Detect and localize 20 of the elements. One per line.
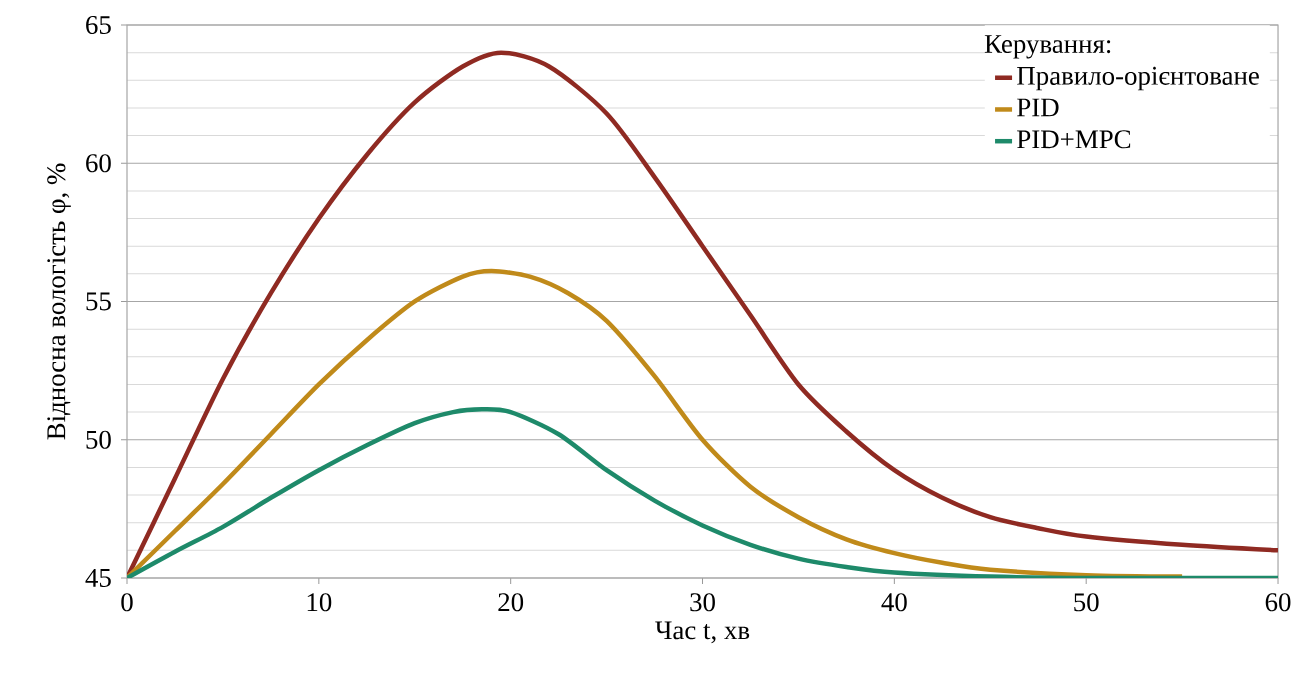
y-tick-label: 65 xyxy=(86,15,111,35)
x-axis-title: Час t, хв xyxy=(655,621,750,644)
legend-label: PID+MPC xyxy=(1017,130,1131,149)
legend-label: PID xyxy=(1017,98,1059,117)
x-tick-label: 10 xyxy=(307,593,332,612)
x-tick-label: 0 xyxy=(121,593,133,612)
y-tick-label: 45 xyxy=(85,569,111,587)
x-tick-label: 60 xyxy=(1265,593,1291,612)
y-tick-label: 55 xyxy=(86,292,111,311)
y-axis-title: Відносна вологість φ, % xyxy=(47,163,71,440)
x-tick-label: 50 xyxy=(1074,593,1099,612)
x-tick-label: 30 xyxy=(690,593,715,612)
y-tick-label: 60 xyxy=(86,154,111,173)
line-series xyxy=(127,268,1185,578)
x-tick-label: 20 xyxy=(498,593,524,612)
legend-label: Правило-орієнтоване xyxy=(1017,66,1259,91)
legend-title: Керування: xyxy=(984,35,1111,59)
y-tick-label: 50 xyxy=(86,430,111,449)
line-series xyxy=(127,407,1279,578)
x-tick-label: 40 xyxy=(881,593,907,612)
